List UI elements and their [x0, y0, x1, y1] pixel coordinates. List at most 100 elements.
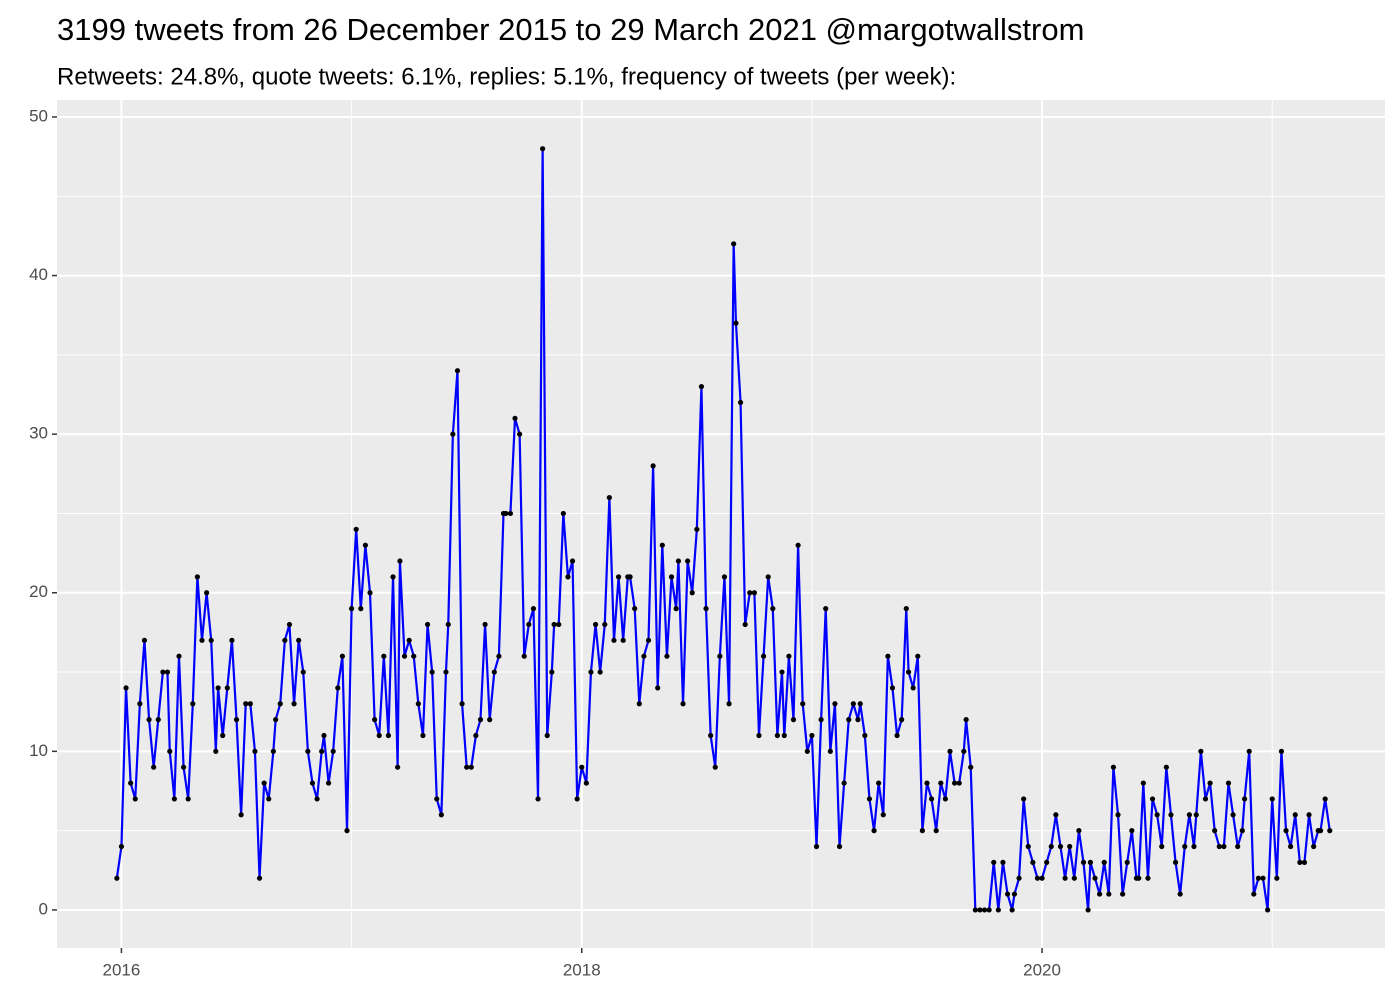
data-point: [1129, 828, 1135, 834]
data-point: [450, 431, 456, 437]
data-point: [530, 606, 537, 612]
data-point: [1202, 796, 1209, 802]
data-point: [1000, 859, 1006, 865]
data-point: [194, 574, 200, 580]
data-point: [1034, 875, 1041, 881]
data-point: [199, 637, 205, 643]
x-tick-label: 2016: [103, 960, 141, 979]
data-point: [372, 717, 378, 723]
data-point: [229, 637, 235, 643]
data-point: [171, 796, 177, 802]
data-point: [606, 494, 612, 501]
data-point: [1177, 891, 1183, 897]
data-point: [535, 796, 541, 802]
data-point: [592, 621, 599, 628]
data-point: [565, 574, 571, 580]
data-point: [733, 320, 739, 326]
data-point: [1159, 843, 1165, 850]
data-point: [632, 606, 638, 612]
data-point: [353, 526, 359, 532]
data-point: [823, 606, 829, 612]
data-point: [213, 748, 219, 754]
data-point: [309, 780, 316, 786]
data-point: [443, 669, 449, 675]
data-point: [1039, 875, 1045, 881]
data-point: [804, 748, 810, 754]
data-point: [1136, 875, 1142, 881]
data-point: [928, 796, 935, 802]
data-point: [1163, 764, 1169, 770]
data-point: [321, 732, 327, 739]
data-point: [190, 701, 196, 707]
data-point: [151, 764, 157, 770]
data-point: [330, 748, 336, 754]
data-point: [1140, 780, 1146, 786]
data-point: [1265, 907, 1271, 913]
data-point: [731, 241, 737, 247]
data-point: [1306, 812, 1312, 818]
data-point: [1106, 891, 1112, 897]
data-point: [118, 843, 125, 850]
data-point: [123, 685, 129, 691]
data-point: [673, 606, 679, 612]
data-point: [1145, 875, 1151, 881]
data-point: [726, 701, 732, 707]
data-point: [645, 637, 652, 643]
data-point: [995, 907, 1001, 913]
data-point: [1016, 875, 1022, 881]
data-point: [597, 669, 603, 675]
data-point: [1071, 875, 1077, 881]
data-point: [717, 653, 723, 659]
data-point: [956, 780, 962, 786]
data-point: [885, 653, 891, 659]
data-point: [641, 653, 647, 659]
data-point: [876, 780, 882, 786]
data-point: [1317, 828, 1324, 834]
data-point: [146, 717, 152, 723]
data-point: [786, 653, 792, 659]
data-point: [963, 717, 969, 723]
y-tick-label: 30: [29, 424, 48, 443]
data-point: [137, 701, 143, 707]
data-point: [991, 859, 997, 865]
data-point: [454, 368, 461, 374]
data-point: [335, 685, 341, 691]
data-point: [1048, 843, 1054, 850]
data-point: [905, 669, 912, 675]
data-point: [367, 590, 373, 596]
data-point: [574, 796, 580, 802]
data-point: [756, 732, 762, 739]
chart-subtitle: Retweets: 24.8%, quote tweets: 6.1%, rep…: [57, 63, 956, 90]
data-point: [160, 669, 166, 675]
data-point: [507, 510, 514, 517]
data-point: [938, 780, 944, 786]
data-point: [1225, 780, 1232, 786]
data-point: [273, 717, 279, 723]
data-point: [300, 669, 306, 675]
data-point: [981, 907, 988, 913]
data-point: [1097, 891, 1103, 897]
data-point: [866, 796, 873, 802]
data-point: [1251, 891, 1257, 897]
data-point: [1062, 875, 1068, 881]
data-point: [1092, 875, 1098, 881]
data-point: [1076, 828, 1082, 834]
y-tick-label: 20: [29, 582, 48, 601]
data-point: [348, 606, 355, 612]
data-point: [277, 701, 283, 707]
data-point: [827, 748, 833, 754]
data-point: [627, 574, 633, 580]
data-point: [1283, 828, 1289, 834]
data-point: [429, 669, 435, 675]
data-point: [397, 558, 403, 564]
data-point: [942, 796, 949, 802]
data-point: [445, 621, 451, 628]
data-point: [496, 653, 502, 659]
data-point: [215, 685, 221, 691]
data-point: [961, 748, 967, 754]
data-point: [376, 732, 382, 739]
data-point: [114, 875, 120, 881]
data-point: [296, 637, 302, 643]
data-point: [491, 669, 497, 675]
data-point: [880, 812, 886, 818]
